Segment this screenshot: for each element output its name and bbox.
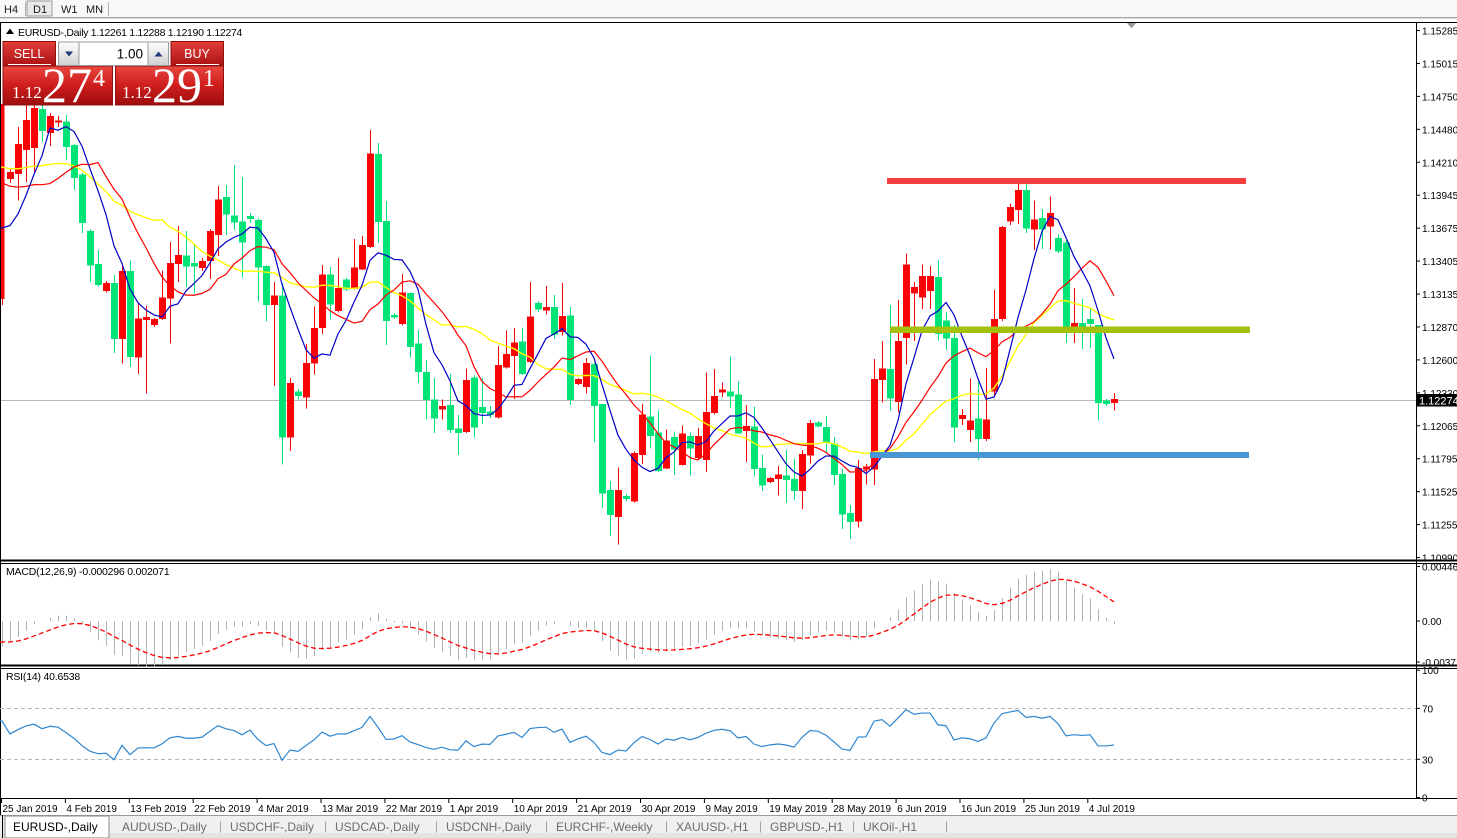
svg-text:GBPUSD-,H1: GBPUSD-,H1 [770, 820, 844, 834]
svg-text:1.11525: 1.11525 [1422, 488, 1457, 499]
svg-text:EURUSD-,Daily: EURUSD-,Daily [13, 820, 98, 834]
svg-text:4 Feb 2019: 4 Feb 2019 [66, 804, 117, 815]
svg-text:13 Mar 2019: 13 Mar 2019 [322, 804, 379, 815]
svg-text:1.14210: 1.14210 [1422, 158, 1457, 169]
svg-text:1.12274: 1.12274 [1419, 395, 1457, 407]
svg-text:27: 27 [42, 57, 92, 113]
svg-text:1.12870: 1.12870 [1422, 323, 1457, 334]
svg-text:13 Feb 2019: 13 Feb 2019 [130, 804, 187, 815]
svg-text:SELL: SELL [14, 47, 45, 61]
svg-text:22 Mar 2019: 22 Mar 2019 [386, 804, 443, 815]
svg-text:1.12065: 1.12065 [1422, 422, 1457, 433]
svg-text:70: 70 [1422, 704, 1434, 715]
svg-text:1.11255: 1.11255 [1422, 521, 1457, 532]
svg-text:28 May 2019: 28 May 2019 [833, 804, 891, 815]
svg-text:1.00: 1.00 [117, 47, 143, 62]
svg-text:9 May 2019: 9 May 2019 [705, 804, 758, 815]
svg-text:10 Apr 2019: 10 Apr 2019 [514, 804, 568, 815]
svg-text:BUY: BUY [184, 47, 210, 61]
svg-text:1.13675: 1.13675 [1422, 224, 1457, 235]
svg-text:25 Jan 2019: 25 Jan 2019 [3, 804, 58, 815]
svg-text:|: | [852, 819, 855, 833]
svg-text:1: 1 [203, 66, 215, 92]
svg-text:1.14750: 1.14750 [1422, 92, 1457, 103]
svg-text:1 Apr 2019: 1 Apr 2019 [450, 804, 499, 815]
svg-text:1.12: 1.12 [12, 83, 42, 102]
svg-text:H4: H4 [4, 4, 18, 16]
svg-text:|: | [324, 819, 327, 833]
svg-text:1.10990: 1.10990 [1422, 554, 1457, 565]
svg-text:MACD(12,26,9) -0.000296 0.0020: MACD(12,26,9) -0.000296 0.002071 [6, 566, 170, 578]
svg-text:1.13405: 1.13405 [1422, 257, 1457, 268]
svg-text:30 Apr 2019: 30 Apr 2019 [642, 804, 696, 815]
svg-text:6 Jun 2019: 6 Jun 2019 [897, 804, 947, 815]
svg-text:EURCHF-,Weekly: EURCHF-,Weekly [556, 820, 652, 834]
svg-text:1.13945: 1.13945 [1422, 191, 1457, 202]
svg-text:1.15015: 1.15015 [1422, 59, 1457, 70]
svg-text:1.12600: 1.12600 [1422, 356, 1457, 367]
svg-text:AUDUSD-,Daily: AUDUSD-,Daily [122, 820, 207, 834]
svg-text:1.13135: 1.13135 [1422, 290, 1457, 301]
svg-text:30: 30 [1422, 755, 1434, 766]
svg-text:|: | [435, 819, 438, 833]
svg-text:MN: MN [86, 4, 103, 16]
svg-text:1.12: 1.12 [122, 83, 152, 102]
svg-text:W1: W1 [61, 4, 78, 16]
svg-text:USDCNH-,Daily: USDCNH-,Daily [446, 820, 531, 834]
svg-text:1.14480: 1.14480 [1422, 125, 1457, 136]
svg-text:22 Feb 2019: 22 Feb 2019 [194, 804, 251, 815]
svg-text:4 Jul 2019: 4 Jul 2019 [1089, 804, 1136, 815]
svg-text:29: 29 [152, 57, 202, 113]
svg-text:1.15285: 1.15285 [1422, 27, 1457, 38]
svg-text:4: 4 [93, 66, 105, 92]
svg-text:25 Jun 2019: 25 Jun 2019 [1025, 804, 1080, 815]
svg-text:21 Apr 2019: 21 Apr 2019 [578, 804, 632, 815]
svg-text:RSI(14) 40.6538: RSI(14) 40.6538 [6, 671, 80, 683]
svg-text:EURUSD-,Daily 1.12261 1.12288: EURUSD-,Daily 1.12261 1.12288 1.12190 1.… [18, 27, 243, 39]
svg-text:100: 100 [1422, 666, 1439, 677]
svg-text:|: | [219, 819, 222, 833]
svg-text:0.004465: 0.004465 [1422, 563, 1457, 574]
svg-text:|: | [545, 819, 548, 833]
svg-text:0: 0 [1422, 794, 1428, 805]
svg-text:D1: D1 [33, 4, 47, 16]
svg-text:XAUUSD-,H1: XAUUSD-,H1 [676, 820, 749, 834]
svg-text:|: | [665, 819, 668, 833]
svg-text:16 Jun 2019: 16 Jun 2019 [961, 804, 1016, 815]
svg-text:4 Mar 2019: 4 Mar 2019 [258, 804, 309, 815]
svg-text:USDCAD-,Daily: USDCAD-,Daily [335, 820, 420, 834]
svg-text:1.11795: 1.11795 [1422, 455, 1457, 466]
svg-text:0.00: 0.00 [1422, 617, 1442, 628]
svg-text:-0.003715: -0.003715 [1422, 658, 1457, 669]
svg-text:|: | [759, 819, 762, 833]
svg-text:|: | [945, 819, 948, 833]
svg-text:UKOil-,H1: UKOil-,H1 [863, 820, 917, 834]
svg-text:USDCHF-,Daily: USDCHF-,Daily [230, 820, 314, 834]
svg-text:19 May 2019: 19 May 2019 [769, 804, 827, 815]
